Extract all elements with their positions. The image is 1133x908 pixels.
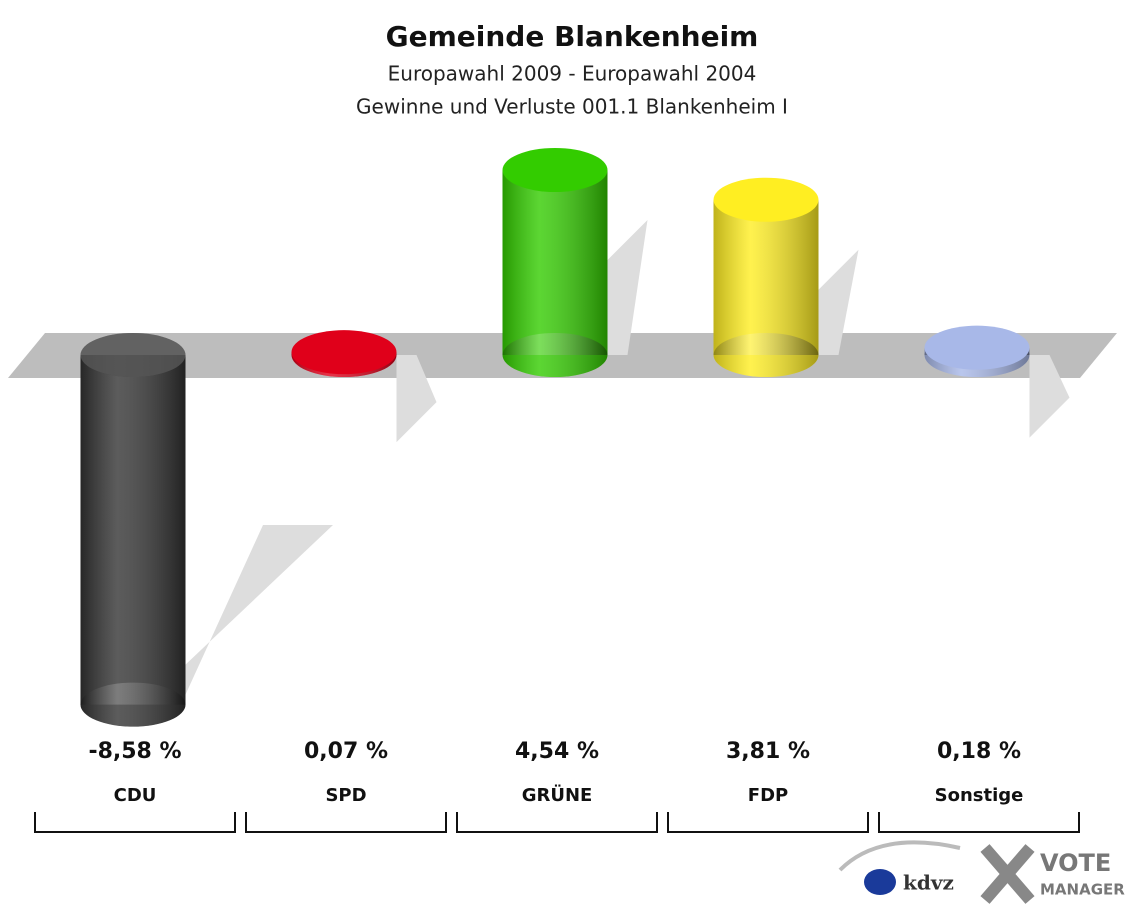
bar-cap <box>502 148 608 192</box>
value-label: 0,07 % <box>304 739 388 764</box>
category-label: CDU <box>114 785 157 806</box>
bar-cap <box>713 177 819 222</box>
bar-shading <box>502 333 608 377</box>
bar-cap <box>80 333 186 377</box>
value-label: -8,58 % <box>88 739 181 764</box>
logo: kdvz VOTE MANAGER <box>838 840 1125 904</box>
logo-product: VOTE <box>1040 849 1111 877</box>
logo-x <box>980 844 1035 904</box>
chart-title: Gemeinde Blankenheim <box>386 20 759 53</box>
bar-shading <box>80 355 186 705</box>
logo-icon <box>864 869 896 895</box>
chart-subtitle: Europawahl 2009 - Europawahl 2004 <box>388 62 757 86</box>
category-bracket <box>878 812 1080 833</box>
category-bracket <box>245 812 447 833</box>
chart-subtitle: Gewinne und Verluste 001.1 Blankenheim I <box>356 95 788 119</box>
bar-shadow <box>607 220 648 355</box>
logo-brand: kdvz <box>903 871 954 895</box>
bar-shadow <box>396 355 437 443</box>
logo-product: MANAGER <box>1040 881 1125 899</box>
category-bracket <box>456 812 658 833</box>
value-label: 0,18 % <box>937 739 1021 764</box>
logo-swoosh <box>838 840 961 872</box>
value-label: 4,54 % <box>515 739 599 764</box>
value-label: 3,81 % <box>726 739 810 764</box>
bar-shadow <box>818 249 859 355</box>
category-bracket <box>667 812 869 833</box>
bar-shading <box>713 199 819 355</box>
bar-shading <box>80 682 186 727</box>
bar-shading <box>80 333 186 377</box>
bar-shading <box>502 170 608 355</box>
bar-shading <box>713 333 819 377</box>
category-label: Sonstige <box>935 785 1024 806</box>
bar-shadow <box>1029 355 1070 438</box>
category-bracket <box>34 812 236 833</box>
bar-shadow <box>185 525 333 695</box>
category-label: FDP <box>748 785 788 806</box>
bar-cap <box>924 325 1030 370</box>
bar-cap <box>291 330 397 375</box>
category-label: GRÜNE <box>522 784 593 806</box>
category-label: SPD <box>325 785 366 806</box>
